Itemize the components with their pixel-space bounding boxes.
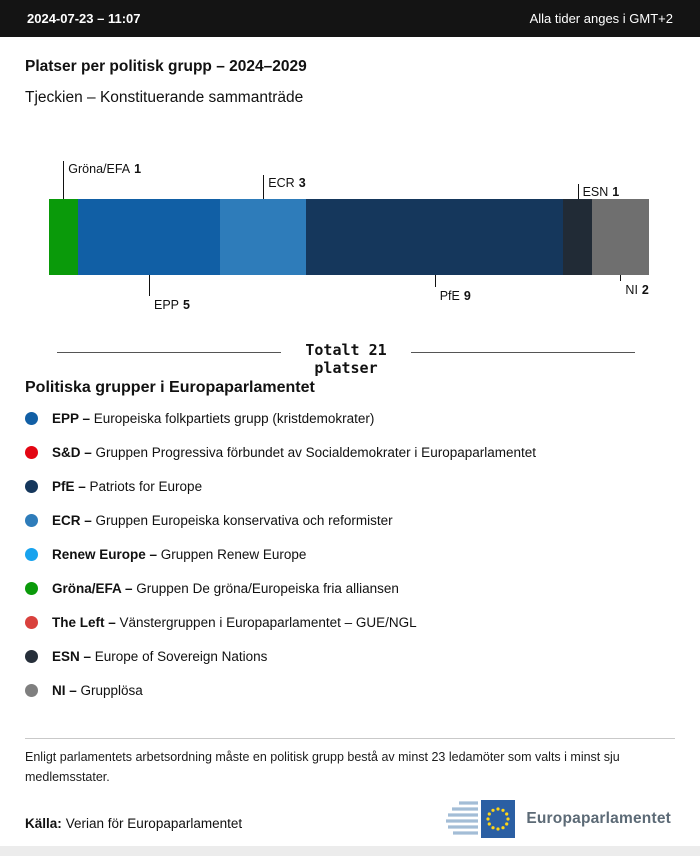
- bar-segment-gr-na-efa[interactable]: [49, 199, 78, 275]
- leader-line-ecr: [263, 175, 265, 199]
- footnote-divider: [25, 738, 675, 739]
- legend-item-gr-na-efa-: Gröna/EFA – Gruppen De gröna/Europeiska …: [25, 571, 675, 605]
- eu-stars-icon: [486, 807, 510, 831]
- ep-logo-mark: [446, 800, 516, 838]
- segment-label-ecr: ECR 3: [268, 176, 306, 190]
- legend-heading: Politiska grupper i Europaparlamentet: [25, 379, 315, 396]
- legend-dot-icon: [25, 649, 38, 663]
- legend-dot-icon: [25, 581, 38, 595]
- bar-segment-epp[interactable]: [77, 199, 221, 275]
- segment-label-gr-na-efa: Gröna/EFA 1: [68, 162, 142, 176]
- legend-item-label: S&D – Gruppen Progressiva förbundet av S…: [52, 444, 537, 460]
- segment-label-esn: ESN 1: [582, 185, 620, 199]
- source-label: Källa:: [25, 816, 62, 831]
- legend-item-ni-: NI – Grupplösa: [25, 673, 675, 707]
- legend-dot-icon: [25, 513, 38, 527]
- total-seats-line1: Totalt 21: [305, 341, 387, 359]
- legend-item-label: The Left – Vänstergruppen i Europaparlam…: [52, 614, 417, 630]
- leader-line-esn: [577, 184, 579, 199]
- chart-area: Gröna/EFA 1 EPP 5 ECR 3 PfE 9 ESN 1 NI 2: [49, 155, 649, 331]
- legend-item-renew-europe-: Renew Europe – Gruppen Renew Europe: [25, 537, 675, 571]
- legend-dot-icon: [25, 547, 38, 561]
- total-seats-label: Totalt 21 platser: [281, 341, 410, 377]
- eu-flag-icon: [481, 800, 516, 838]
- leader-line-ni: [620, 275, 622, 281]
- legend-item-ecr-: ECR – Gruppen Europeiska konservativa oc…: [25, 503, 675, 537]
- ep-logo-wordmark: Europaparlamentet: [526, 810, 671, 827]
- legend-dot-icon: [25, 683, 38, 697]
- legend-dot-icon: [25, 615, 38, 629]
- legend-dot-icon: [25, 445, 38, 459]
- bar-segment-ecr[interactable]: [220, 199, 307, 275]
- legend-list: EPP – Europeiska folkpartiets grupp (kri…: [25, 401, 675, 707]
- leader-line-epp: [149, 275, 150, 296]
- bar-segment-pfe[interactable]: [306, 199, 564, 275]
- bar-segment-ni[interactable]: [591, 199, 649, 275]
- legend-dot-icon: [25, 411, 38, 425]
- legend-item-label: PfE – Patriots for Europe: [52, 478, 203, 494]
- leader-line-gr-na-efa: [63, 161, 65, 199]
- seat-bar: [49, 199, 649, 275]
- bottom-strip: [0, 846, 700, 856]
- timezone-note: Alla tider anges i GMT+2: [529, 11, 673, 26]
- ep-logo: Europaparlamentet: [443, 797, 675, 841]
- page-title: Platser per politisk grupp – 2024–2029: [25, 58, 307, 75]
- legend-item-the-left-: The Left – Vänstergruppen i Europaparlam…: [25, 605, 675, 639]
- divider-line-left: [57, 352, 282, 353]
- divider-line-right: [410, 352, 635, 353]
- page-subtitle: Tjeckien – Konstituerande sammanträde: [25, 89, 304, 106]
- legend-item-s-d-: S&D – Gruppen Progressiva förbundet av S…: [25, 435, 675, 469]
- legend-item-epp-: EPP – Europeiska folkpartiets grupp (kri…: [25, 401, 675, 435]
- datetime-label: 2024-07-23 – 11:07: [27, 11, 141, 26]
- bar-segment-esn[interactable]: [563, 199, 592, 275]
- source-text: Verian för Europaparlamentet: [65, 816, 243, 831]
- legend-item-label: Gröna/EFA – Gruppen De gröna/Europeiska …: [52, 580, 399, 596]
- legend-item-label: Renew Europe – Gruppen Renew Europe: [52, 546, 307, 562]
- total-seats-line2: platser: [314, 359, 378, 377]
- hemicycle-icon: [446, 801, 479, 835]
- leader-line-pfe: [434, 275, 436, 287]
- legend-item-label: ESN – Europe of Sovereign Nations: [52, 648, 268, 664]
- segment-label-epp: EPP 5: [153, 298, 190, 312]
- legend-item-esn-: ESN – Europe of Sovereign Nations: [25, 639, 675, 673]
- source-line: Källa: Verian för Europaparlamentet: [25, 816, 242, 841]
- segment-label-pfe: PfE 9: [439, 289, 471, 303]
- segment-label-ni: NI 2: [625, 283, 649, 297]
- total-divider: Totalt 21 platser: [57, 341, 635, 377]
- legend-item-label: NI – Grupplösa: [52, 682, 143, 698]
- legend-item-label: EPP – Europeiska folkpartiets grupp (kri…: [52, 410, 375, 426]
- footnote-text: Enligt parlamentets arbetsordning måste …: [25, 750, 620, 784]
- legend-dot-icon: [25, 479, 38, 493]
- top-bar: 2024-07-23 – 11:07 Alla tider anges i GM…: [0, 0, 700, 37]
- legend-item-pfe-: PfE – Patriots for Europe: [25, 469, 675, 503]
- legend-item-label: ECR – Gruppen Europeiska konservativa oc…: [52, 512, 393, 528]
- bottom-row: Källa: Verian för Europaparlamentet: [25, 797, 675, 841]
